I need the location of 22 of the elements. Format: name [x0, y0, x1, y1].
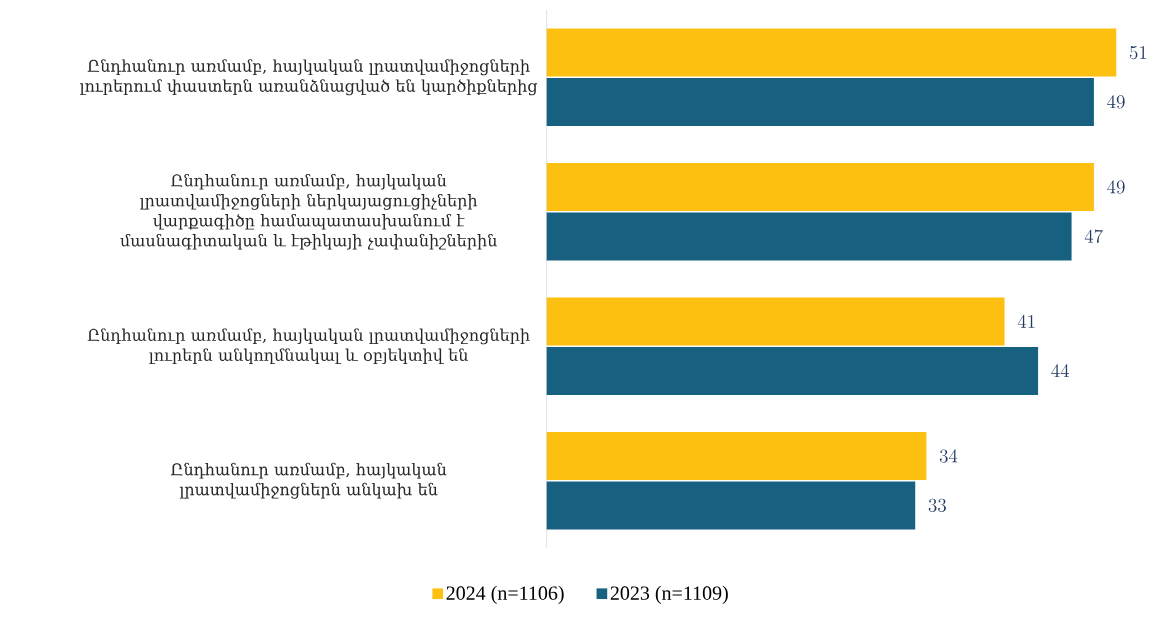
bar: [546, 432, 927, 481]
bar: [546, 297, 1005, 346]
y-tick-label: Ընդհանուր առմամբ, հայկական լրատվամիջոցների ներկայացուցիչների վարքագիծը համապատասխանում է մասնագիտական և էթիկայի չափանիշներին: [120, 173, 497, 250]
bar: [546, 212, 1072, 261]
bar: [546, 481, 916, 530]
bar: [546, 346, 1039, 395]
data-label: 49: [1107, 180, 1125, 194]
legend-label: 2023 (n=1109): [610, 585, 728, 604]
y-tick-label: Ընդհանուր առմամբ, հայկական լրատվամիջոցներն անկախ են: [171, 462, 447, 499]
bar: [546, 28, 1117, 77]
y-tick-label: Ընդհանուր առմամբ, հայկական լրատվամիջոցների լուրերն անկողմնակալ և օբյեկտիվ են: [87, 328, 530, 365]
data-label: 49: [1107, 95, 1125, 109]
data-label: 44: [1051, 364, 1070, 378]
y-tick-label: Ընդհանուր առմամբ, հայկական լրատվամիջոցների լուրերում փաստերն առանձնացված են կարծիքներից: [80, 59, 538, 96]
legend-label: 2024 (n=1106): [446, 585, 564, 604]
data-label: 33: [928, 498, 946, 512]
data-label: 41: [1017, 314, 1035, 328]
bar: [546, 77, 1094, 126]
bar: [546, 163, 1094, 212]
data-label: 34: [939, 449, 958, 463]
data-label: 51: [1129, 46, 1147, 60]
data-label: 47: [1084, 229, 1103, 243]
